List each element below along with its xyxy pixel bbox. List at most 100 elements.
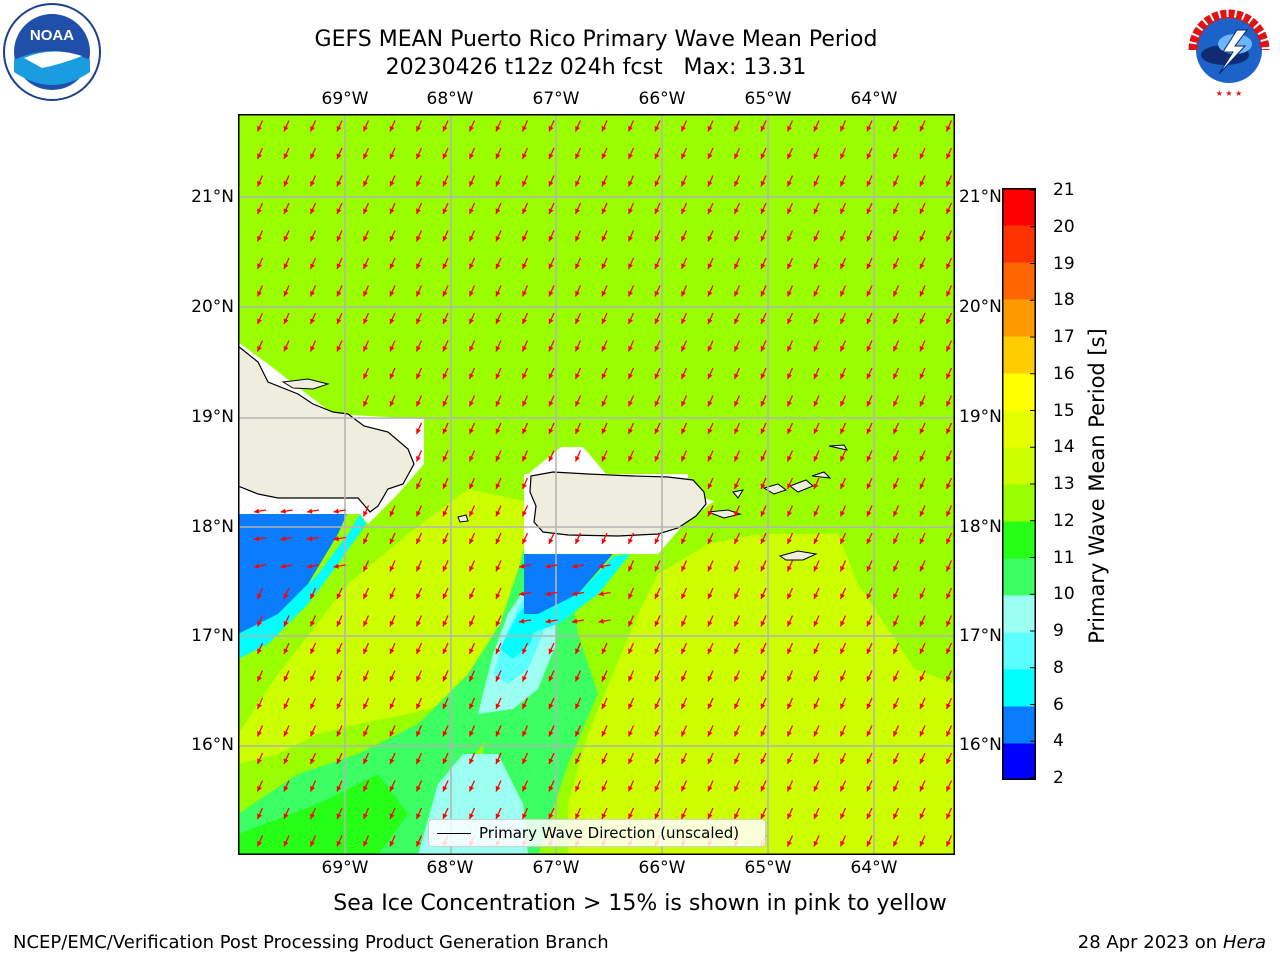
wave-arrow-head bbox=[363, 675, 368, 682]
wave-arrow-head bbox=[760, 428, 766, 434]
wave-arrow-head bbox=[495, 565, 501, 572]
wave-arrow-head bbox=[734, 125, 739, 132]
wave-arrow-head bbox=[469, 620, 474, 627]
wave-arrow-head bbox=[336, 593, 342, 599]
wave-arrow-head bbox=[495, 675, 501, 682]
wave-arrow-head bbox=[416, 400, 421, 407]
wave-arrow-head bbox=[442, 483, 448, 489]
wave-arrow-head bbox=[254, 563, 260, 569]
wave-arrow-head bbox=[575, 648, 580, 654]
wave-arrow-head bbox=[840, 290, 845, 297]
wave-arrow-head bbox=[787, 345, 792, 352]
lon-tick-bottom: 69°W bbox=[321, 858, 369, 878]
wave-arrow-head bbox=[601, 455, 607, 462]
wave-arrow-head bbox=[946, 318, 951, 324]
wave-arrow-head bbox=[707, 648, 713, 654]
wave-arrow-head bbox=[628, 208, 633, 214]
wave-arrow-head bbox=[442, 235, 448, 242]
wave-arrow-head bbox=[522, 785, 527, 792]
wave-arrow-head bbox=[548, 455, 554, 462]
wave-arrow-head bbox=[307, 536, 313, 542]
wave-arrow-head bbox=[946, 125, 951, 132]
wave-arrow-head bbox=[442, 648, 448, 654]
wave-arrow-head bbox=[787, 840, 792, 847]
wave-arrow-head bbox=[519, 618, 525, 624]
wave-arrow-head bbox=[946, 758, 951, 764]
wave-arrow-head bbox=[389, 648, 395, 654]
wave-arrow-head bbox=[840, 483, 845, 489]
wave-arrow-head bbox=[336, 290, 342, 297]
wave-arrow-head bbox=[416, 538, 421, 544]
wave-arrow-head bbox=[919, 263, 925, 269]
wave-arrow-head bbox=[840, 785, 845, 792]
lat-tick-left: 20°N bbox=[191, 297, 234, 317]
wave-arrow-head bbox=[336, 703, 342, 709]
wave-arrow-head bbox=[598, 618, 604, 624]
wave-arrow-head bbox=[707, 455, 713, 462]
wave-arrow-head bbox=[893, 290, 898, 297]
wave-arrow-head bbox=[522, 758, 527, 764]
wave-arrow-head bbox=[416, 455, 421, 462]
wave-arrow-head bbox=[760, 318, 766, 324]
wave-arrow-head bbox=[416, 758, 421, 764]
wave-arrow-head bbox=[919, 400, 925, 407]
wave-arrow-head bbox=[919, 153, 925, 159]
lat-tick-right: 17°N bbox=[959, 626, 1002, 646]
wave-arrow-head bbox=[257, 813, 262, 819]
wave-arrow-head bbox=[734, 235, 739, 242]
wave-arrow-head bbox=[548, 785, 554, 792]
wave-arrow-head bbox=[893, 345, 898, 352]
colorbar-bin bbox=[1002, 373, 1036, 411]
wave-arrow-head bbox=[601, 758, 607, 764]
wave-arrow-head bbox=[336, 125, 342, 132]
wave-arrow-head bbox=[707, 785, 713, 792]
wave-arrow-head bbox=[628, 620, 633, 627]
wave-arrow-head bbox=[734, 648, 739, 654]
wave-arrow-head bbox=[628, 428, 633, 434]
colorbar-bin bbox=[1002, 521, 1036, 559]
wave-arrow-head bbox=[310, 180, 315, 187]
wave-arrow-head bbox=[919, 675, 925, 682]
wave-arrow-head bbox=[363, 840, 368, 847]
wave-arrow-head bbox=[522, 400, 527, 407]
wave-period-map bbox=[238, 114, 955, 855]
wave-arrow-head bbox=[389, 208, 395, 214]
wave-arrow-head bbox=[442, 538, 448, 544]
wave-arrow-head bbox=[787, 538, 792, 544]
wave-arrow-head bbox=[628, 593, 633, 599]
lat-tick-right: 19°N bbox=[959, 407, 1002, 427]
wave-arrow-head bbox=[363, 125, 368, 132]
wave-arrow-head bbox=[760, 538, 766, 544]
wave-arrow-head bbox=[389, 703, 395, 709]
wave-arrow-head bbox=[495, 235, 501, 242]
wave-arrow-head bbox=[866, 428, 872, 434]
wave-arrow-head bbox=[548, 235, 554, 242]
wave-arrow-head bbox=[760, 593, 766, 599]
wave-arrow-head bbox=[707, 153, 713, 159]
wave-arrow-head bbox=[283, 675, 289, 682]
wave-arrow-head bbox=[469, 565, 474, 572]
wave-arrow-head bbox=[734, 620, 739, 627]
wave-arrow-head bbox=[389, 153, 395, 159]
wave-arrow-head bbox=[919, 840, 925, 847]
wave-arrow-head bbox=[598, 563, 604, 569]
wave-arrow-head bbox=[840, 345, 845, 352]
wave-arrow-head bbox=[548, 263, 554, 269]
wave-arrow-head bbox=[813, 318, 819, 324]
wave-arrow-head bbox=[734, 813, 739, 819]
wave-arrow-head bbox=[919, 483, 925, 489]
wave-arrow-head bbox=[280, 563, 286, 569]
wave-arrow-head bbox=[257, 345, 262, 352]
wave-arrow-head bbox=[257, 675, 262, 682]
land-virgin-islands bbox=[762, 483, 788, 495]
wave-arrow-head bbox=[840, 703, 845, 709]
wave-arrow-head bbox=[389, 345, 395, 352]
wave-arrow-head bbox=[522, 318, 527, 324]
wave-arrow-head bbox=[363, 373, 368, 379]
wave-arrow-head bbox=[336, 758, 342, 764]
wave-arrow-head bbox=[654, 813, 660, 819]
wave-arrow-head bbox=[495, 483, 501, 489]
wave-arrow-head bbox=[654, 758, 660, 764]
wave-arrow-head bbox=[575, 758, 580, 764]
lon-tick-bottom: 68°W bbox=[426, 858, 474, 878]
